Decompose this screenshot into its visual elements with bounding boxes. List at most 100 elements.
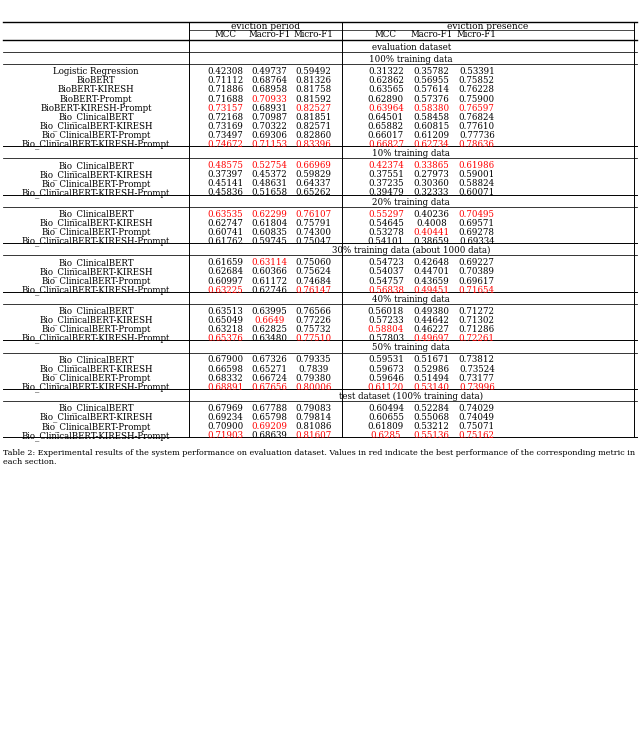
Text: eviction period: eviction period <box>231 22 300 31</box>
Text: 0.71153: 0.71153 <box>252 140 287 149</box>
Text: MCC: MCC <box>375 31 397 39</box>
Text: Bio_ClinicalBERT-Prompt: Bio_ClinicalBERT-Prompt <box>42 324 150 334</box>
Text: Bio_ClinicalBERT-Prompt: Bio_ClinicalBERT-Prompt <box>42 276 150 286</box>
Text: Bio_ClinicalBERT-KIRESH: Bio_ClinicalBERT-KIRESH <box>39 315 153 325</box>
Text: 0.71112: 0.71112 <box>207 77 243 86</box>
Text: 0.60366: 0.60366 <box>252 267 287 277</box>
Text: 0.27973: 0.27973 <box>413 170 449 179</box>
Text: Bio_ClinicalBERT-Prompt: Bio_ClinicalBERT-Prompt <box>42 130 150 140</box>
Text: 0.46227: 0.46227 <box>413 325 449 334</box>
Text: 0.70322: 0.70322 <box>252 122 287 131</box>
Text: 0.51658: 0.51658 <box>252 188 287 197</box>
Text: 0.39479: 0.39479 <box>368 188 404 197</box>
Text: 0.67900: 0.67900 <box>207 356 243 365</box>
Text: 0.73524: 0.73524 <box>459 365 495 373</box>
Text: Macro-F1: Macro-F1 <box>248 31 291 39</box>
Text: 0.59646: 0.59646 <box>368 373 404 382</box>
Text: 0.55136: 0.55136 <box>413 432 449 440</box>
Text: 100% training data: 100% training data <box>369 55 453 64</box>
Text: 0.65798: 0.65798 <box>252 413 287 422</box>
Text: 0.81607: 0.81607 <box>296 432 332 440</box>
Text: 0.53140: 0.53140 <box>413 382 449 391</box>
Text: Bio_ClinicalBERT: Bio_ClinicalBERT <box>58 258 134 268</box>
Text: 0.51671: 0.51671 <box>413 356 449 365</box>
Text: 0.64337: 0.64337 <box>296 179 332 188</box>
Text: 0.71286: 0.71286 <box>459 325 495 334</box>
Text: 0.58804: 0.58804 <box>368 325 404 334</box>
Text: 0.62684: 0.62684 <box>207 267 243 277</box>
Text: 0.81851: 0.81851 <box>296 112 332 122</box>
Text: 0.74049: 0.74049 <box>459 413 495 422</box>
Text: 0.81758: 0.81758 <box>296 86 332 94</box>
Text: 0.42648: 0.42648 <box>413 258 449 267</box>
Text: 0.37235: 0.37235 <box>368 179 404 188</box>
Text: 0.76228: 0.76228 <box>459 86 495 94</box>
Text: 0.69278: 0.69278 <box>459 228 495 237</box>
Text: 0.75047: 0.75047 <box>296 237 332 246</box>
Text: Bio_ClinicalBERT-KIRESH: Bio_ClinicalBERT-KIRESH <box>39 365 153 374</box>
Text: 0.45141: 0.45141 <box>207 179 243 188</box>
Text: 0.75852: 0.75852 <box>459 77 495 86</box>
Text: 0.70389: 0.70389 <box>459 267 495 277</box>
Text: 30% training data (about 1000 data): 30% training data (about 1000 data) <box>332 246 490 255</box>
Text: 0.57233: 0.57233 <box>368 316 404 325</box>
Text: Bio_ClinicalBERT-KIRESH-Prompt: Bio_ClinicalBERT-KIRESH-Prompt <box>22 334 170 344</box>
Text: Bio_ClinicalBERT: Bio_ClinicalBERT <box>58 404 134 414</box>
Text: 0.60494: 0.60494 <box>368 404 404 413</box>
Text: 0.75791: 0.75791 <box>296 219 332 228</box>
Text: 0.58824: 0.58824 <box>459 179 495 188</box>
Text: 0.75060: 0.75060 <box>296 258 332 267</box>
Text: 0.52284: 0.52284 <box>413 404 449 413</box>
Text: Bio_ClinicalBERT-Prompt: Bio_ClinicalBERT-Prompt <box>42 422 150 432</box>
Text: MCC: MCC <box>214 31 236 39</box>
Text: 0.45836: 0.45836 <box>207 188 243 197</box>
Text: 0.6649: 0.6649 <box>254 316 285 325</box>
Text: 0.69617: 0.69617 <box>459 277 495 286</box>
Text: 0.59745: 0.59745 <box>252 237 287 246</box>
Text: 0.54037: 0.54037 <box>368 267 404 277</box>
Text: Bio_ClinicalBERT: Bio_ClinicalBERT <box>58 112 134 122</box>
Text: 0.63565: 0.63565 <box>368 86 404 94</box>
Text: 0.82571: 0.82571 <box>296 122 332 131</box>
Text: 0.51494: 0.51494 <box>413 373 449 382</box>
Text: BioBERT-KIRESH-Prompt: BioBERT-KIRESH-Prompt <box>40 103 152 112</box>
Text: Bio_ClinicalBERT-KIRESH-Prompt: Bio_ClinicalBERT-KIRESH-Prompt <box>22 237 170 246</box>
Text: 0.44701: 0.44701 <box>413 267 449 277</box>
Text: 0.61809: 0.61809 <box>368 422 404 432</box>
Text: 0.62862: 0.62862 <box>368 77 404 86</box>
Text: Bio_ClinicalBERT-KIRESH-Prompt: Bio_ClinicalBERT-KIRESH-Prompt <box>22 382 170 392</box>
Text: 0.81592: 0.81592 <box>296 94 332 103</box>
Text: 0.35782: 0.35782 <box>413 67 449 77</box>
Text: Bio_ClinicalBERT-KIRESH-Prompt: Bio_ClinicalBERT-KIRESH-Prompt <box>22 431 170 440</box>
Text: 0.82860: 0.82860 <box>296 131 332 140</box>
Text: 0.31322: 0.31322 <box>368 67 404 77</box>
Text: 0.62747: 0.62747 <box>207 219 243 228</box>
Text: 0.68639: 0.68639 <box>252 432 287 440</box>
Text: 0.63225: 0.63225 <box>207 286 243 295</box>
Text: 10% training data: 10% training data <box>372 150 450 158</box>
Text: 0.71302: 0.71302 <box>459 316 495 325</box>
Text: 0.72261: 0.72261 <box>459 334 495 343</box>
Text: Bio_ClinicalBERT-Prompt: Bio_ClinicalBERT-Prompt <box>42 373 150 383</box>
Text: 0.54645: 0.54645 <box>368 219 404 228</box>
Text: 0.56018: 0.56018 <box>368 307 404 316</box>
Text: 0.78636: 0.78636 <box>459 140 495 149</box>
Text: 0.65262: 0.65262 <box>296 188 332 197</box>
Text: 0.71903: 0.71903 <box>207 432 243 440</box>
Text: 20% training data: 20% training data <box>372 198 450 207</box>
Text: 0.49697: 0.49697 <box>413 334 449 343</box>
Text: 0.59492: 0.59492 <box>296 67 332 77</box>
Text: Micro-F1: Micro-F1 <box>294 31 333 39</box>
Text: 0.73497: 0.73497 <box>207 131 243 140</box>
Text: Table 2: Experimental results of the system performance on evaluation dataset. V: Table 2: Experimental results of the sys… <box>3 449 636 466</box>
Text: Bio_ClinicalBERT-KIRESH: Bio_ClinicalBERT-KIRESH <box>39 121 153 131</box>
Text: 0.56955: 0.56955 <box>413 77 449 86</box>
Text: 0.53212: 0.53212 <box>413 422 449 432</box>
Text: 0.66017: 0.66017 <box>368 131 404 140</box>
Text: 0.52986: 0.52986 <box>413 365 449 373</box>
Text: 0.69227: 0.69227 <box>459 258 495 267</box>
Text: 0.69306: 0.69306 <box>252 131 287 140</box>
Text: 0.73812: 0.73812 <box>459 356 495 365</box>
Text: 0.81086: 0.81086 <box>296 422 332 432</box>
Text: 0.73169: 0.73169 <box>207 122 243 131</box>
